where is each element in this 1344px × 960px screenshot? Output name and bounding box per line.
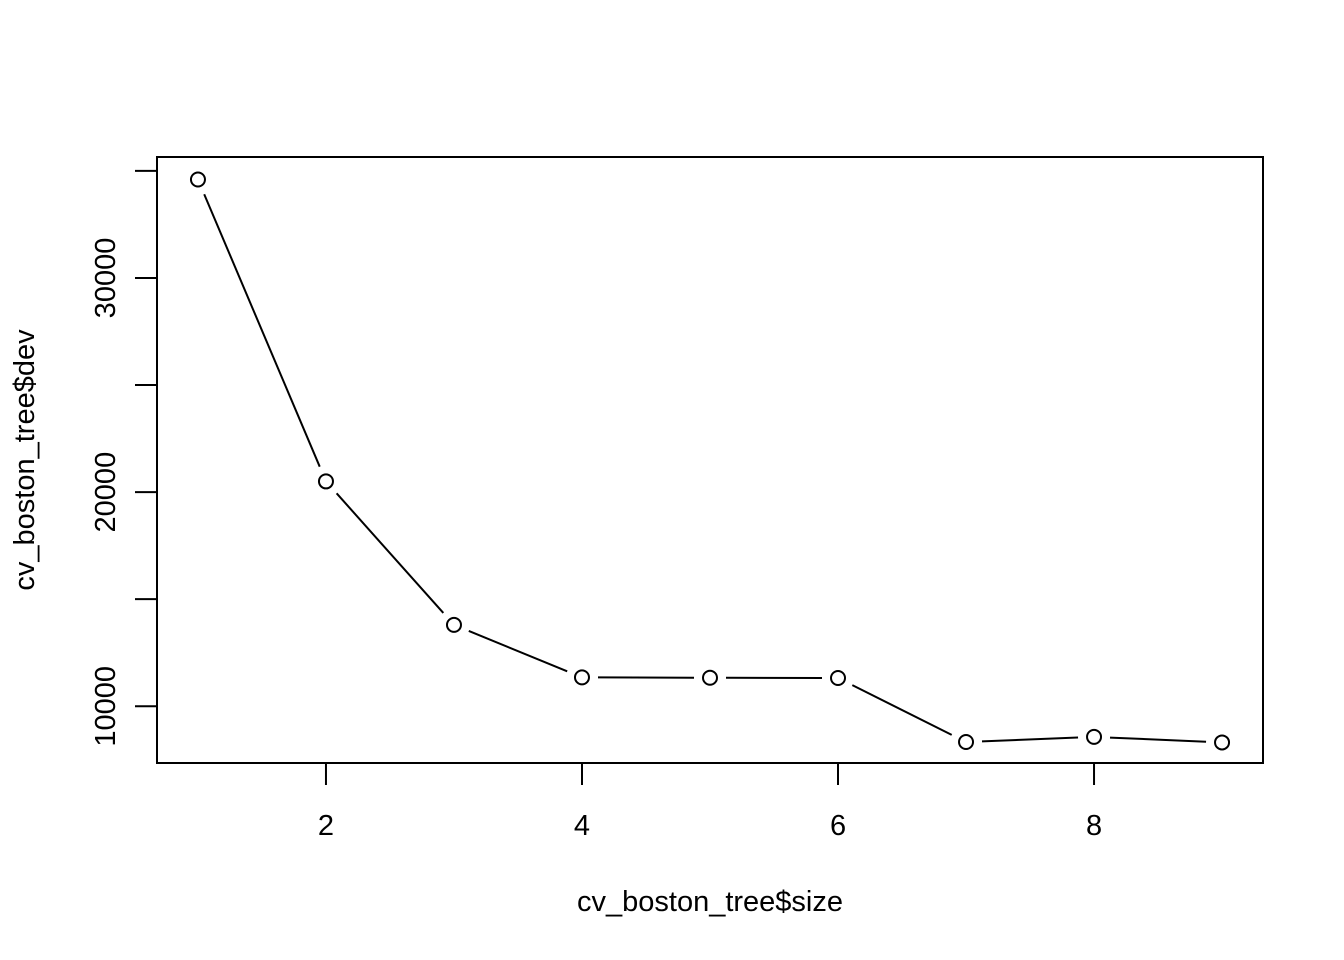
y-tick-label: 20000	[90, 452, 122, 533]
data-point	[1214, 734, 1231, 751]
series-segment	[851, 684, 953, 736]
data-point	[830, 669, 847, 686]
x-tick-label: 6	[830, 810, 846, 842]
data-point	[445, 616, 462, 633]
y-axis: 10000 20000 30000	[90, 169, 158, 747]
data-point	[573, 669, 590, 686]
series-segment	[1109, 736, 1207, 743]
series-segment	[981, 736, 1079, 743]
x-tick-label: 4	[574, 810, 590, 842]
series-segment	[468, 630, 568, 673]
series-segment	[335, 492, 445, 614]
series-segment	[203, 193, 321, 468]
x-tick-label: 2	[318, 810, 334, 842]
data-point	[189, 171, 206, 188]
y-tick-label: 30000	[90, 238, 122, 319]
points-layer	[189, 171, 1231, 751]
data-point	[958, 734, 975, 751]
series-layer	[203, 193, 1207, 743]
y-axis-label: cv_boston_tree$dev	[9, 329, 41, 591]
data-point	[317, 473, 334, 490]
y-tick-label: 10000	[90, 666, 122, 747]
x-axis-label: cv_boston_tree$size	[577, 886, 843, 918]
data-point	[702, 669, 718, 686]
x-axis: 2 4 6 8	[318, 762, 1102, 842]
x-tick-label: 8	[1086, 810, 1102, 842]
data-point	[1086, 728, 1103, 745]
